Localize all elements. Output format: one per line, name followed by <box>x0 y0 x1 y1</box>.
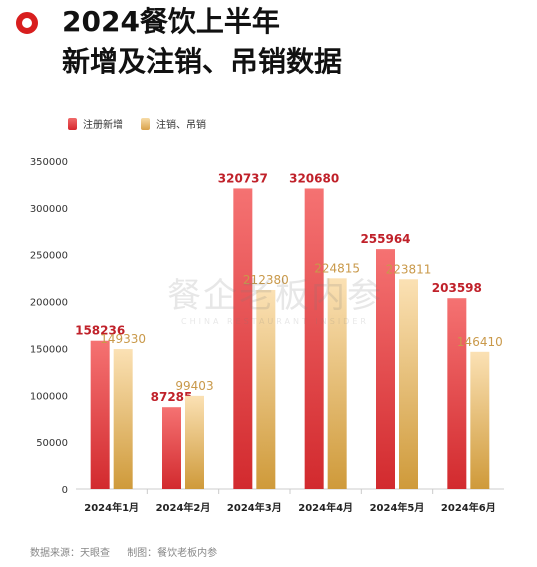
source-made: 制图：餐饮老板内参 <box>127 548 218 559</box>
y-tick-label: 350000 <box>30 157 68 168</box>
y-tick-label: 0 <box>62 485 68 496</box>
data-label-cancel: 149330 <box>100 332 146 346</box>
y-tick-label: 250000 <box>30 251 68 262</box>
data-label-cancel: 99403 <box>175 379 213 393</box>
x-tick-label: 2024年5月 <box>370 501 425 514</box>
brand-logo-icon <box>16 12 38 34</box>
legend-label-cancel: 注销、吊销 <box>156 120 206 131</box>
data-label-cancel: 223811 <box>386 262 432 276</box>
legend-label-new: 注册新增 <box>83 120 123 131</box>
chart-title: 2024餐饮上半年 新增及注销、吊销数据 <box>62 2 342 82</box>
source-note: 数据来源：天眼查 制图：餐饮老板内参 <box>30 544 231 559</box>
data-label-new: 87285 <box>151 390 193 404</box>
source-data: 数据来源：天眼查 <box>30 548 110 559</box>
bar-cancel <box>256 289 276 489</box>
y-tick-label: 50000 <box>36 438 68 449</box>
bar-new <box>162 407 181 489</box>
bar-cancel <box>399 279 418 489</box>
y-tick-label: 150000 <box>30 344 68 355</box>
x-tick-label: 2024年2月 <box>156 501 211 514</box>
data-label-new: 320737 <box>218 171 268 185</box>
y-tick-label: 200000 <box>30 298 68 309</box>
bar-cancel <box>113 349 133 489</box>
x-tick-label: 2024年1月 <box>84 501 139 514</box>
data-label-cancel: 146410 <box>457 335 503 349</box>
data-label-new: 255964 <box>360 232 410 246</box>
data-label-new: 203598 <box>432 281 482 295</box>
bar-new <box>304 188 324 489</box>
bar-cancel <box>185 395 204 489</box>
chart-title-line-1: 2024餐饮上半年 <box>62 5 280 38</box>
y-tick-label: 100000 <box>30 391 68 402</box>
bar-new <box>376 249 395 489</box>
legend-item-cancel: 注销、吊销 <box>141 116 206 131</box>
chart-legend: 注册新增 注销、吊销 <box>68 116 206 131</box>
data-label-new: 158236 <box>75 324 125 338</box>
bar-cancel <box>470 351 490 489</box>
legend-swatch-new <box>68 117 77 130</box>
legend-item-new: 注册新增 <box>68 116 123 131</box>
data-label-cancel: 224815 <box>314 261 360 275</box>
bar-new <box>90 340 110 489</box>
data-label-cancel: 212380 <box>243 273 289 287</box>
x-tick-label: 2024年4月 <box>298 501 353 514</box>
bar-cancel <box>327 278 347 489</box>
chart-title-line-2: 新增及注销、吊销数据 <box>62 45 343 78</box>
x-tick-label: 2024年3月 <box>227 501 282 514</box>
bar-new <box>233 188 253 489</box>
x-tick-label: 2024年6月 <box>441 501 496 514</box>
bar-new <box>447 298 467 489</box>
data-label-new: 320680 <box>289 171 339 185</box>
legend-swatch-cancel <box>141 117 150 130</box>
y-tick-label: 300000 <box>30 204 68 215</box>
